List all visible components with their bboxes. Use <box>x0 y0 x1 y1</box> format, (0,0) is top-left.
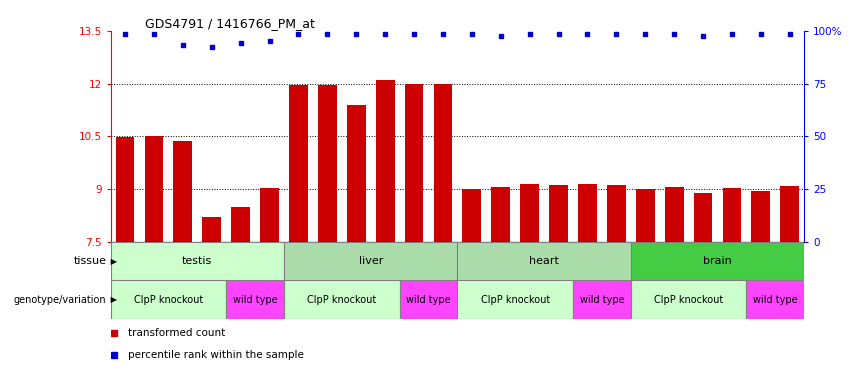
Bar <box>578 184 597 242</box>
Text: brain: brain <box>703 256 732 266</box>
Bar <box>289 85 308 242</box>
Bar <box>174 141 192 242</box>
Bar <box>491 187 510 242</box>
Text: transformed count: transformed count <box>128 328 226 338</box>
Bar <box>318 84 337 242</box>
Bar <box>462 189 482 242</box>
Text: ▶: ▶ <box>108 257 117 266</box>
Text: testis: testis <box>182 256 213 266</box>
Bar <box>780 186 799 242</box>
Text: liver: liver <box>358 256 383 266</box>
Text: tissue: tissue <box>73 256 106 266</box>
Bar <box>636 189 654 242</box>
Text: wild type: wild type <box>580 295 625 305</box>
Bar <box>347 105 366 242</box>
Bar <box>111 242 284 280</box>
Bar <box>260 189 279 242</box>
Text: heart: heart <box>529 256 559 266</box>
Bar <box>376 80 395 242</box>
Bar <box>722 189 741 242</box>
Bar <box>111 280 226 319</box>
Bar <box>573 280 631 319</box>
Bar <box>231 207 250 242</box>
Bar <box>665 187 683 242</box>
Bar <box>116 137 134 242</box>
Bar <box>145 136 163 242</box>
Bar <box>405 84 424 242</box>
Bar <box>746 280 804 319</box>
Text: GDS4791 / 1416766_PM_at: GDS4791 / 1416766_PM_at <box>146 17 315 30</box>
Bar <box>631 242 804 280</box>
Bar <box>226 280 284 319</box>
Text: percentile rank within the sample: percentile rank within the sample <box>128 350 304 360</box>
Text: wild type: wild type <box>406 295 451 305</box>
Bar <box>284 242 458 280</box>
Text: genotype/variation: genotype/variation <box>14 295 106 305</box>
Text: wild type: wild type <box>753 295 797 305</box>
Bar <box>458 280 573 319</box>
Text: ClpP knockout: ClpP knockout <box>134 295 203 305</box>
Bar <box>549 185 568 242</box>
Bar <box>751 191 770 242</box>
Bar <box>458 242 631 280</box>
Bar <box>520 184 539 242</box>
Bar <box>607 185 625 242</box>
Bar <box>694 193 712 242</box>
Text: ClpP knockout: ClpP knockout <box>307 295 376 305</box>
Text: ClpP knockout: ClpP knockout <box>654 295 723 305</box>
Text: wild type: wild type <box>233 295 277 305</box>
Text: ▶: ▶ <box>108 295 117 304</box>
Bar <box>400 280 458 319</box>
Bar <box>284 280 400 319</box>
Bar <box>203 217 221 242</box>
Bar <box>433 84 453 242</box>
Text: ClpP knockout: ClpP knockout <box>481 295 550 305</box>
Bar <box>631 280 746 319</box>
